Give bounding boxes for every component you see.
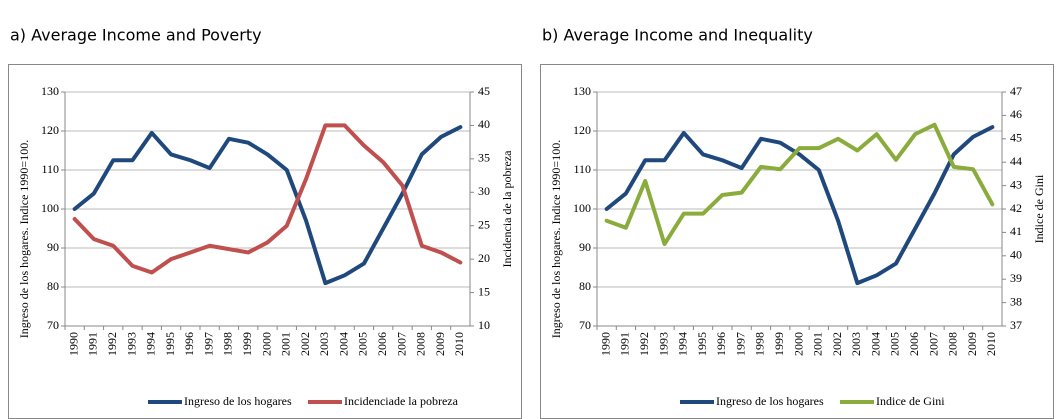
x-tick-label: 1995 xyxy=(695,332,709,356)
x-tick-label: 2007 xyxy=(394,332,408,356)
x-tick-label: 2010 xyxy=(452,332,466,356)
x-tick-label: 2003 xyxy=(317,332,331,356)
y-tick-label: 100 xyxy=(573,201,591,215)
legend-label: Ingreso de los hogares xyxy=(184,394,292,408)
x-tick-label: 1990 xyxy=(66,332,80,356)
y2-tick-label: 44 xyxy=(1010,154,1022,168)
y-tick-label: 80 xyxy=(579,279,591,293)
y-tick-label: 100 xyxy=(41,201,59,215)
y-tick-label: 120 xyxy=(573,123,591,137)
x-tick-label: 2003 xyxy=(849,332,863,356)
x-tick-label: 2007 xyxy=(926,332,940,356)
legend-label: Ingreso de los hogares xyxy=(716,394,824,408)
y2-tick-label: 47 xyxy=(1010,84,1022,98)
y2-tick-label: 45 xyxy=(1010,131,1022,145)
legend-label: Incidenciade la pobreza xyxy=(344,394,459,408)
x-tick-label: 2002 xyxy=(830,332,844,356)
x-tick-label: 2002 xyxy=(298,332,312,356)
y-tick-label: 70 xyxy=(47,318,59,332)
y2-tick-label: 45 xyxy=(478,84,490,98)
series-line xyxy=(604,122,995,247)
x-tick-label: 2005 xyxy=(356,332,370,356)
x-tick-label: 1997 xyxy=(733,332,747,356)
y-axis-label: Ingreso de los hogares. Indice 1990=100. xyxy=(17,140,31,338)
y2-axis-label: Indice de Gini xyxy=(1032,174,1046,243)
y2-tick-label: 40 xyxy=(1010,248,1022,262)
series-line xyxy=(72,125,463,286)
x-tick-label: 2004 xyxy=(336,332,350,356)
y-tick-label: 110 xyxy=(573,162,591,176)
x-tick-label: 1996 xyxy=(714,332,728,356)
y2-tick-label: 10 xyxy=(478,318,490,332)
panel-frame xyxy=(540,64,1054,419)
x-tick-label: 2001 xyxy=(811,332,825,356)
x-tick-label: 2006 xyxy=(907,332,921,356)
x-tick-label: 1993 xyxy=(124,332,138,356)
x-tick-label: 2009 xyxy=(433,332,447,356)
y-axis-label: Ingreso de los hogares. Indice 1990=100. xyxy=(549,140,563,338)
y-tick-label: 120 xyxy=(41,123,59,137)
y2-tick-label: 42 xyxy=(1010,201,1022,215)
x-tick-label: 1991 xyxy=(618,332,632,356)
x-tick-label: 1999 xyxy=(772,332,786,356)
series-line xyxy=(72,123,463,275)
x-tick-label: 2008 xyxy=(946,332,960,356)
x-tick-label: 2008 xyxy=(414,332,428,356)
y2-tick-label: 25 xyxy=(478,217,490,231)
x-tick-label: 2005 xyxy=(888,332,902,356)
y-tick-label: 80 xyxy=(47,279,59,293)
x-tick-label: 2010 xyxy=(984,332,998,356)
x-tick-label: 1996 xyxy=(182,332,196,356)
y2-tick-label: 20 xyxy=(478,251,490,265)
x-tick-label: 1992 xyxy=(105,332,119,356)
y2-tick-label: 30 xyxy=(478,184,490,198)
y2-tick-label: 15 xyxy=(478,284,490,298)
y-tick-label: 90 xyxy=(47,240,59,254)
legend-label: Indice de Gini xyxy=(876,394,945,408)
x-tick-label: 2009 xyxy=(965,332,979,356)
x-tick-label: 2000 xyxy=(791,332,805,356)
x-tick-label: 1998 xyxy=(753,332,767,356)
y2-tick-label: 37 xyxy=(1010,318,1022,332)
x-tick-label: 2006 xyxy=(375,332,389,356)
x-tick-label: 1990 xyxy=(598,332,612,356)
y-tick-label: 110 xyxy=(41,162,59,176)
x-tick-label: 1992 xyxy=(637,332,651,356)
x-tick-label: 2001 xyxy=(279,332,293,356)
y2-tick-label: 41 xyxy=(1010,224,1022,238)
x-tick-label: 1999 xyxy=(240,332,254,356)
x-tick-label: 1994 xyxy=(144,332,158,356)
panel-title: b) Average Income and Inequality xyxy=(542,26,813,45)
series-line xyxy=(604,125,995,286)
y2-tick-label: 46 xyxy=(1010,107,1022,121)
x-tick-label: 1993 xyxy=(656,332,670,356)
y2-tick-label: 35 xyxy=(478,151,490,165)
x-tick-label: 1998 xyxy=(221,332,235,356)
x-tick-label: 2000 xyxy=(259,332,273,356)
x-tick-label: 2004 xyxy=(868,332,882,356)
x-tick-label: 1997 xyxy=(201,332,215,356)
x-tick-label: 1991 xyxy=(86,332,100,356)
x-tick-label: 1994 xyxy=(676,332,690,356)
y2-tick-label: 39 xyxy=(1010,271,1022,285)
y-tick-label: 130 xyxy=(573,84,591,98)
y2-tick-label: 43 xyxy=(1010,177,1022,191)
y2-tick-label: 40 xyxy=(478,117,490,131)
y-tick-label: 130 xyxy=(41,84,59,98)
panel-title: a) Average Income and Poverty xyxy=(10,26,262,45)
y-tick-label: 70 xyxy=(579,318,591,332)
y2-axis-label: Incidencia de la pobreza xyxy=(500,150,514,268)
y2-tick-label: 38 xyxy=(1010,294,1022,308)
y-tick-label: 90 xyxy=(579,240,591,254)
x-tick-label: 1995 xyxy=(163,332,177,356)
